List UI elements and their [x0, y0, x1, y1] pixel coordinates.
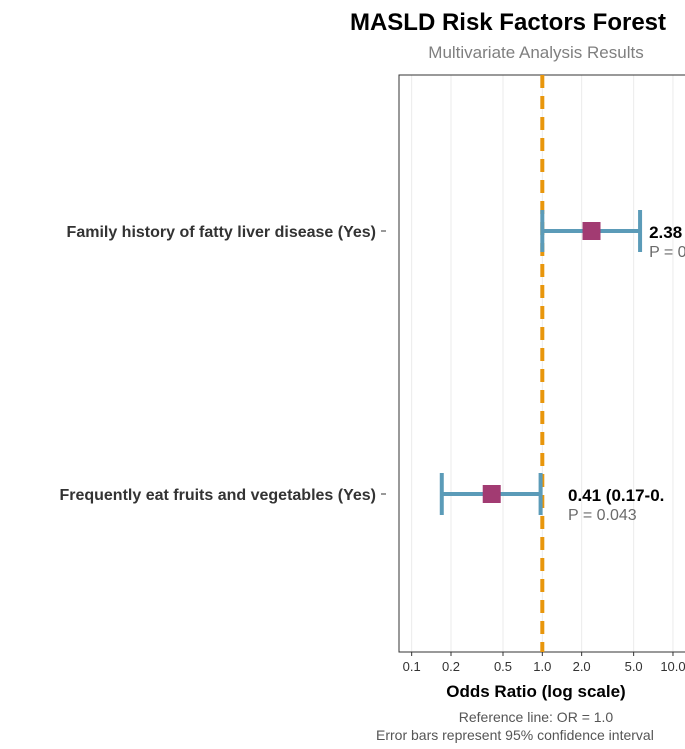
odds-ratio-point [582, 222, 601, 240]
caption-reference: Reference line: OR = 1.0 [459, 709, 614, 725]
chart-subtitle: Multivariate Analysis Results [428, 43, 643, 62]
caption-error-bars: Error bars represent 95% confidence inte… [376, 727, 654, 743]
row-label: Frequently eat fruits and vegetables (Ye… [59, 487, 376, 504]
x-tick-label: 0.1 [403, 659, 421, 674]
plot-panel-border [398, 74, 685, 653]
x-tick-label: 1.0 [533, 659, 551, 674]
x-axis-label: Odds Ratio (log scale) [446, 682, 625, 701]
estimate-label: 0.41 (0.17-0. [568, 486, 664, 505]
x-tick-label: 10.0 [660, 659, 685, 674]
chart-title: MASLD Risk Factors Forest [350, 9, 666, 36]
x-tick-label: 5.0 [625, 659, 643, 674]
x-tick-label: 0.2 [442, 659, 460, 674]
forest-rows: Family history of fatty liver disease (Y… [59, 210, 685, 524]
x-tick-label: 2.0 [573, 659, 591, 674]
p-value-label: P = 0 [649, 244, 685, 261]
row-label: Family history of fatty liver disease (Y… [67, 224, 376, 241]
forest-row: Family history of fatty liver disease (Y… [67, 210, 685, 261]
p-value-label: P = 0.043 [568, 507, 637, 524]
odds-ratio-point [482, 485, 501, 503]
x-tick-label: 0.5 [494, 659, 512, 674]
estimate-label: 2.38 [649, 223, 682, 242]
x-axis: 0.1 0.2 0.5 1.0 2.0 5.0 10.0 [403, 652, 685, 674]
forest-row: Frequently eat fruits and vegetables (Ye… [59, 473, 664, 524]
